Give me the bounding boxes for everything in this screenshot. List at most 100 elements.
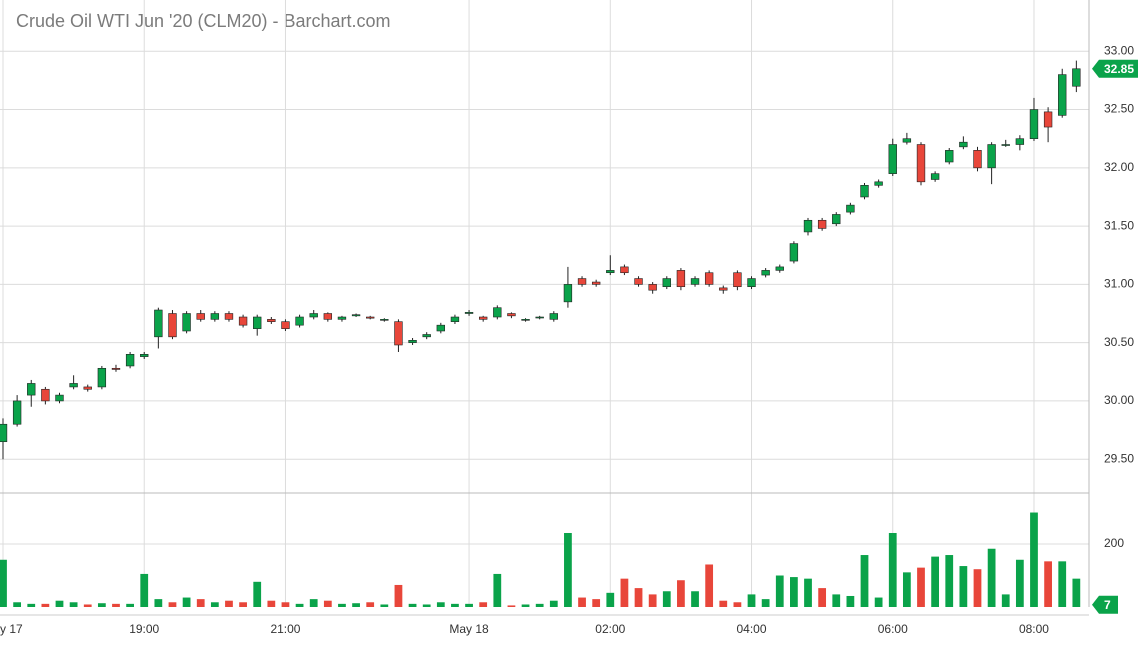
candle-body [620, 266, 629, 274]
volume-bar [0, 559, 7, 607]
x-tick-label: 02:00 [595, 622, 625, 636]
candle-body [747, 278, 756, 288]
volume-bar [521, 604, 530, 607]
x-axis: May 17 19:00 21:00 May 18 02:00 04:00 06:00 08:… [0, 0, 1049, 636]
x-tick-label: 06:00 [878, 622, 908, 636]
volume-bar [691, 591, 699, 607]
volume-bar [295, 603, 304, 607]
candle-body [154, 309, 163, 338]
volume-bar [366, 602, 375, 607]
candle-body [888, 144, 897, 174]
volume-bar [27, 603, 36, 607]
volume-bar [97, 603, 106, 607]
candle-body [507, 313, 516, 317]
candle-body [27, 383, 36, 396]
volume-bar [338, 603, 346, 607]
candle-body [224, 313, 234, 320]
volume-bar [620, 578, 629, 607]
candle-body [676, 270, 686, 288]
candle-body [846, 204, 855, 213]
candle-body [817, 219, 827, 229]
candle-body [606, 270, 615, 274]
volume-bar [917, 567, 925, 607]
volume-bar [394, 584, 403, 607]
candle-body [253, 316, 262, 329]
candle-body [521, 319, 530, 321]
volume-bar [253, 581, 262, 607]
candle-body [366, 316, 375, 319]
volume-bar [154, 599, 163, 607]
candle-body [168, 313, 177, 338]
candle-body [648, 284, 657, 291]
volume-bar [55, 600, 64, 607]
candle-body [450, 316, 460, 322]
candle-body [1043, 111, 1053, 128]
candle-body [959, 141, 968, 148]
volume-bar [677, 580, 685, 607]
candle-body [535, 316, 544, 319]
last-volume-label: 7 [1104, 598, 1111, 612]
candle-body [295, 316, 304, 326]
candle-body [987, 144, 996, 169]
candle-body [634, 278, 643, 285]
volume-bar [380, 604, 389, 607]
candle-body [1058, 74, 1067, 116]
volume-bar [1001, 594, 1010, 607]
candle-body [916, 144, 926, 183]
candle-body [196, 313, 205, 320]
candle-body [380, 319, 389, 321]
volume-bar [436, 602, 445, 607]
candle-body [140, 354, 149, 357]
candle-body [803, 219, 813, 233]
volume-bar [1058, 561, 1067, 607]
volume-bar [225, 600, 233, 607]
volume-bar [239, 602, 247, 607]
candle-body [789, 243, 799, 262]
y-tick-label: 32.50 [1104, 102, 1134, 116]
volume-bar [549, 600, 558, 607]
candle-body [549, 313, 558, 320]
volume-bar [309, 599, 318, 607]
candle-body [1029, 109, 1039, 139]
volume-bar [1044, 561, 1052, 607]
volume-bar [662, 591, 671, 607]
candle-body [267, 319, 276, 322]
x-tick-label: May 17 [0, 622, 23, 636]
volume-bar [168, 602, 177, 607]
volume-bar [846, 595, 855, 607]
volume-bar [182, 597, 191, 607]
volume-bar [945, 555, 954, 607]
candle-body [1001, 144, 1010, 146]
volume-bar [747, 594, 756, 607]
volume-bar [210, 602, 219, 607]
volume-bar [196, 599, 205, 607]
candle-body [351, 314, 361, 317]
candle-body [832, 214, 841, 225]
candle-body [563, 284, 573, 303]
last-volume-tag [1092, 595, 1118, 614]
y-tick-label: 33.00 [1104, 43, 1134, 57]
candle-body [309, 313, 318, 318]
volume-bar [451, 603, 459, 607]
chart-title: Crude Oil WTI Jun '20 (CLM20) - Barchart… [16, 11, 391, 31]
candle-body [337, 316, 347, 320]
volume-bar [1072, 578, 1081, 607]
candle-body [97, 367, 107, 388]
candle-body [973, 150, 982, 169]
candle-body [860, 185, 869, 198]
volume-bar [634, 588, 643, 607]
candle-body [930, 173, 940, 180]
volume-bar [126, 603, 134, 607]
volume-bar [83, 604, 92, 607]
volume-bar [888, 532, 897, 607]
volume-bar [902, 572, 911, 607]
volume-bar [818, 588, 827, 607]
volume-bar [13, 602, 22, 607]
volume-bar [592, 599, 601, 607]
candle-body [210, 313, 220, 320]
candle-body [55, 394, 64, 402]
candle-body [464, 312, 474, 314]
volume-bar [973, 569, 982, 607]
